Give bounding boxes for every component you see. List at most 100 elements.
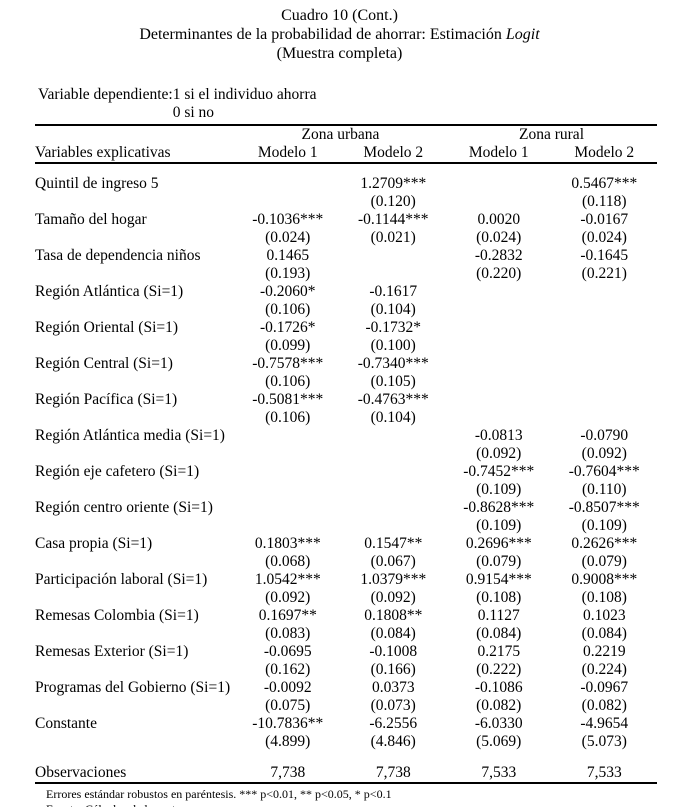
zone-header-empty-cell [35,124,235,144]
coefficient-cell [341,247,447,265]
coefficient-cell [446,283,552,301]
coefficient-cell: -0.0695 [263,643,312,660]
stderr-cell: (5.069) [476,733,522,750]
variable-label-empty [35,589,235,607]
coefficient-cell: 0.5467*** [571,175,638,192]
stderr-cell: (5.073) [581,733,627,750]
stderr-cell: (0.222) [476,661,522,678]
variable-coefficient-row: Remesas Colombia (Si=1) 0.1697** 0.1808** 0… [35,607,657,625]
variable-label: Región Pacífica (Si=1) [35,391,178,408]
variable-label-empty [35,661,235,679]
coefficient-cell: -10.7836** [252,715,324,732]
coefficient-cell [552,283,658,301]
coefficient-cell: -0.7578*** [252,355,324,372]
coefficient-cell: -0.5081*** [252,391,324,408]
coefficient-cell [446,319,552,337]
observations-label: Observaciones [35,763,235,784]
coefficient-cell: -0.2060* [259,283,316,300]
stderr-cell: (0.024) [476,229,522,246]
variable-stderr-row: (0.106) (0.105) [35,373,657,391]
coefficient-cell: 0.9008*** [571,571,638,588]
dependent-variable-values: 1 si el individuo ahorra 0 si no [173,86,317,122]
stderr-cell [446,409,552,427]
stderr-cell: (0.024) [581,229,627,246]
stderr-cell [235,445,341,463]
coefficient-cell: 1.2709*** [360,175,427,192]
variable-coefficient-row: Región centro oriente (Si=1) -0.8628*** -0… [35,499,657,517]
coefficient-cell: 1.0379*** [360,571,427,588]
variable-coefficient-row: Tasa de dependencia niños 0.1465 -0.2832 -0… [35,247,657,265]
coefficient-cell: -0.0967 [580,679,629,696]
model-header-rural-2: Modelo 2 [551,144,658,164]
dependent-variable-value-1: 1 si el individuo ahorra [172,86,317,103]
coefficient-cell: -0.8628*** [463,499,535,516]
coefficient-cell: 0.1697** [258,607,317,624]
variable-label: Tasa de dependencia niños [35,247,201,264]
footnote-standard-errors: Errores estándar robustos en paréntesis.… [46,787,392,801]
variable-label: Remesas Colombia (Si=1) [35,607,199,624]
dependent-variable-note: Variable dependiente: 1 si el individuo … [38,86,679,122]
table-subtitle-italic: Logit [505,26,540,43]
variable-label: Región Atlántica (Si=1) [35,283,184,300]
coefficient-cell: -0.4763*** [357,391,429,408]
variable-stderr-row: (0.193) (0.220) (0.221) [35,265,657,283]
variable-coefficient-row: Quintil de ingreso 5 1.2709*** 0.5467*** [35,175,657,193]
variable-stderr-row: (0.162) (0.166) (0.222) (0.224) [35,661,657,679]
coefficient-cell: 0.1127 [477,607,520,624]
variable-label-empty [35,409,235,427]
coefficient-cell: -0.1144*** [358,211,429,228]
coefficient-cell: -6.2556 [369,715,418,732]
variable-stderr-row: (0.092) (0.092) (0.108) (0.108) [35,589,657,607]
variable-label-empty [35,193,235,211]
coefficient-cell [341,427,447,445]
variable-coefficient-row: Constante -10.7836** -6.2556 -6.0330 -4.9654 [35,715,657,733]
variables-column-header: Variables explicativas [35,144,235,164]
observations-row: Observaciones 7,738 7,738 7,533 7,533 [35,763,658,784]
stderr-cell: (0.075) [265,697,311,714]
variable-label: Región Oriental (Si=1) [35,319,179,336]
variable-coefficient-row: Participación laboral (Si=1) 1.0542*** 1.0… [35,571,657,589]
stderr-cell: (0.083) [265,625,311,642]
coefficient-cell: 0.0373 [371,679,415,696]
coefficient-cell: -0.1726* [259,319,316,336]
variable-coefficient-row: Región Oriental (Si=1) -0.1726* -0.1732* [35,319,657,337]
variable-label-empty [35,265,235,283]
variable-label: Quintil de ingreso 5 [35,175,159,192]
stderr-cell [446,193,552,211]
variable-label-empty [35,517,235,535]
coefficient-cell [341,463,447,481]
variable-coefficient-row: Región eje cafetero (Si=1) -0.7452*** -0.7… [35,463,657,481]
coefficient-cell [235,427,341,445]
stderr-cell: (0.104) [370,301,416,318]
variable-stderr-row: (0.092) (0.092) [35,445,657,463]
coefficient-cell: 0.2175 [477,643,521,660]
variable-label-empty [35,733,235,751]
variable-stderr-row: (0.106) (0.104) [35,301,657,319]
stderr-cell: (4.846) [370,733,416,750]
model-header-urban-1: Modelo 1 [235,144,341,164]
spacer-row [35,751,657,763]
observations-value: 7,738 [340,763,446,784]
model-header-rural-1: Modelo 1 [446,144,552,164]
spacer-row [35,163,657,175]
stderr-cell: (0.109) [581,517,627,534]
variable-coefficient-row: Región Atlántica media (Si=1) -0.0813 -0.0… [35,427,657,445]
stderr-cell [341,265,447,283]
coefficient-cell: -0.1008 [369,643,418,660]
stderr-cell [341,481,447,499]
model-header-urban-2: Modelo 2 [340,144,446,164]
stderr-cell: (0.110) [581,481,627,498]
model-header-row: Variables explicativas Modelo 1 Modelo 2… [35,144,658,164]
coefficient-cell: -0.1086 [474,679,523,696]
stderr-cell: (0.092) [476,445,522,462]
coefficient-cell: 0.1803*** [254,535,321,552]
variable-label-empty [35,229,235,247]
observations-value: 7,738 [235,763,341,784]
coefficient-cell [446,391,552,409]
coefficient-cell: 0.1547** [364,535,423,552]
variable-coefficient-row: Región Atlántica (Si=1) -0.2060* -0.1617 [35,283,657,301]
regression-table: Zona urbana Zona rural Variables explica… [35,124,658,784]
stderr-cell [552,337,658,355]
variable-label: Casa propia (Si=1) [35,535,153,552]
dependent-variable-label: Variable dependiente: [38,86,173,103]
